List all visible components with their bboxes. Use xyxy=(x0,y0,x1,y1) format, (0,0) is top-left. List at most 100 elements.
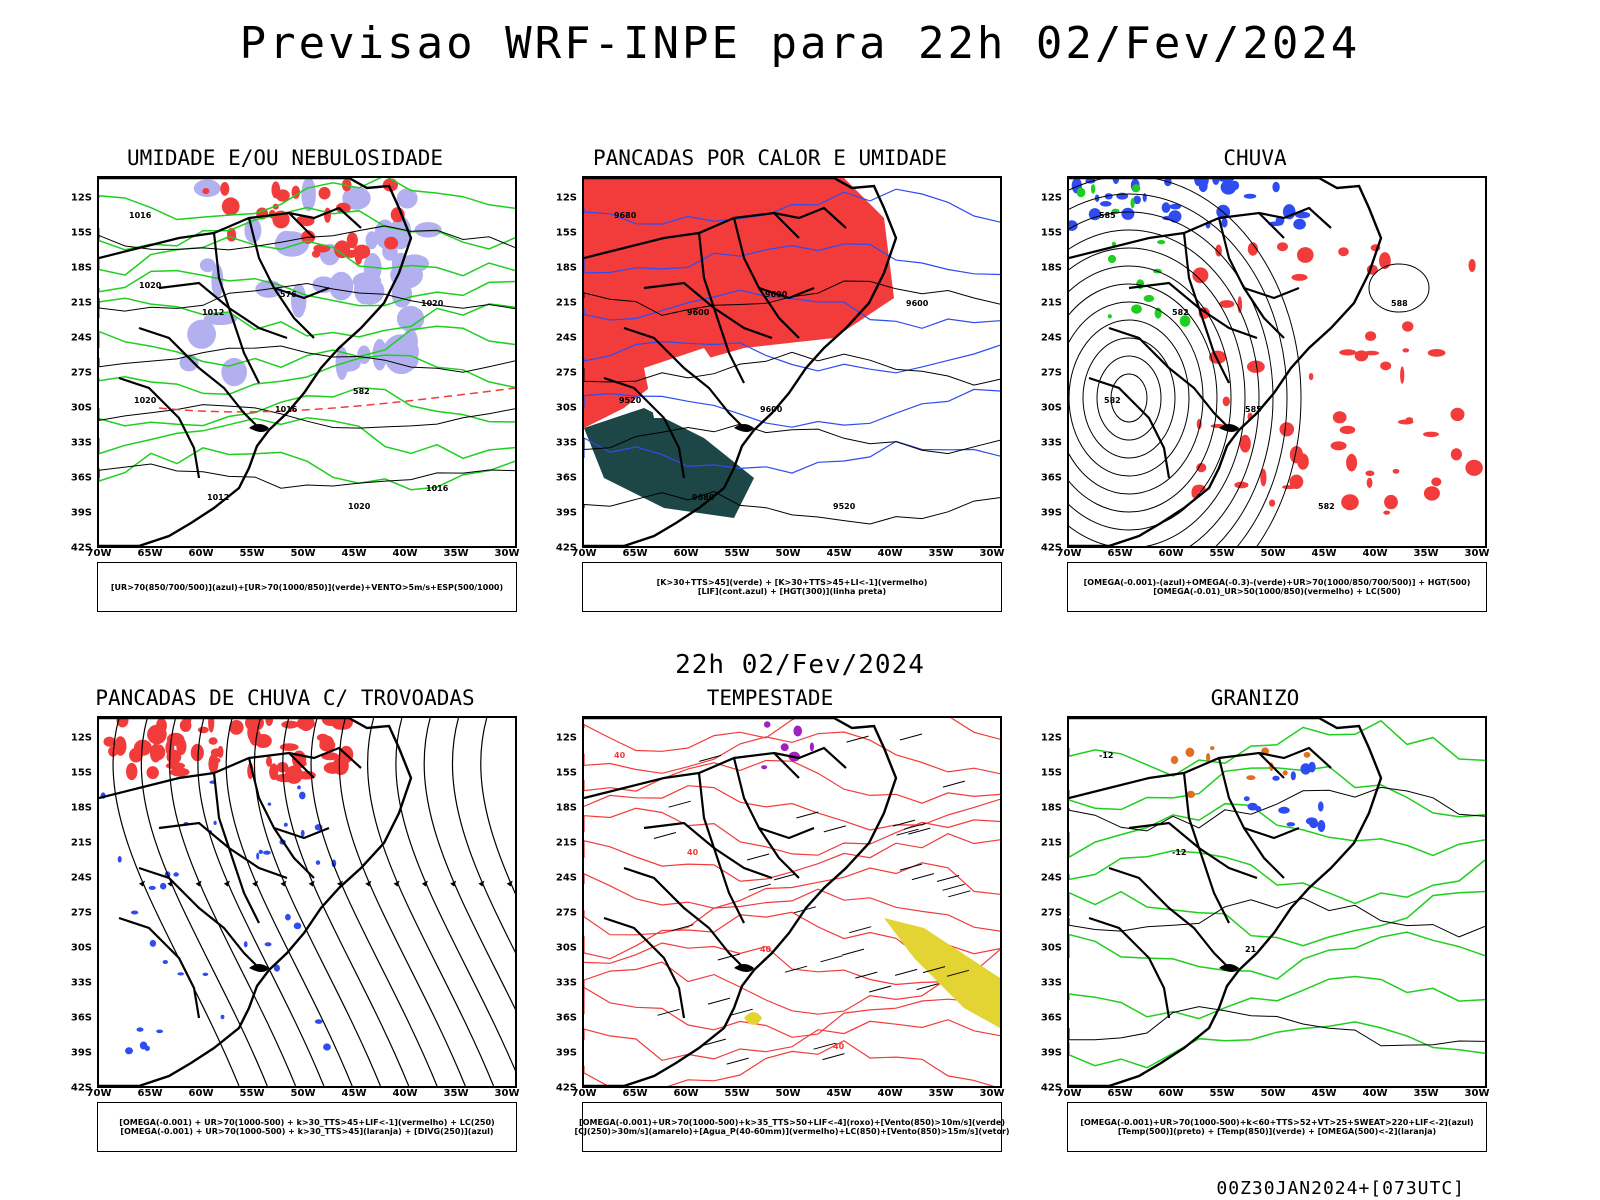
streamline-contour xyxy=(1069,247,1246,546)
pressure-contour xyxy=(99,463,515,489)
panel-legend: [UR>70(850/700/500)](azul)+[UR>70(1000/8… xyxy=(97,562,517,612)
rain-area-blue xyxy=(1221,217,1228,228)
rain-area-green xyxy=(1107,254,1117,264)
longitude-tick: 60W xyxy=(188,548,214,559)
streamline-contour xyxy=(1069,301,1204,495)
rain-area-blue xyxy=(1212,178,1220,185)
latitude-tick: 18S xyxy=(70,262,92,274)
divergence-dots-blue xyxy=(299,791,306,800)
lagoon xyxy=(249,424,269,432)
omega-area-orange xyxy=(1210,746,1215,751)
streamline-contour xyxy=(1069,211,1274,546)
latitude-axis: 12S 15S 18S 21S 24S 27S 30S 33S 36S 39S 42S xyxy=(50,716,96,1094)
precipitable-water-contour-red xyxy=(584,942,1000,986)
temperature-850-contour-green xyxy=(1069,719,1485,777)
latitude-tick: 27S xyxy=(1040,907,1062,919)
rain-area-red xyxy=(1392,468,1400,474)
divergence-dots-blue xyxy=(136,1027,144,1032)
latitude-tick: 21S xyxy=(70,837,92,849)
rain-area-red xyxy=(1450,407,1465,422)
rain-area-red xyxy=(1339,349,1357,356)
wind-vector xyxy=(894,968,918,976)
latitude-tick: 39S xyxy=(1040,507,1062,519)
hail-area-blue xyxy=(1305,817,1318,825)
rain-area-blue xyxy=(1295,211,1311,219)
longitude-tick: 30W xyxy=(979,1088,1005,1099)
wind-vector xyxy=(892,819,916,827)
panel-tempestade: TEMPESTADE 12S 15S 18S 21S 24S 27S 30S 33S 36S 39S… xyxy=(535,686,1010,1152)
temperature-850-contour-green xyxy=(1069,850,1485,905)
humidity-contour-green xyxy=(99,386,515,427)
rain-area-red xyxy=(1380,361,1392,371)
longitude-tick: 60W xyxy=(1158,548,1184,559)
contour-label: 582 xyxy=(1104,396,1121,405)
state-border xyxy=(758,287,800,339)
rain-area-blue xyxy=(1243,193,1257,199)
contour-label: 588 xyxy=(1391,299,1408,308)
latitude-tick: 15S xyxy=(70,767,92,779)
longitude-tick: 70W xyxy=(1056,548,1082,559)
hail-area-blue xyxy=(1317,820,1326,832)
state-border xyxy=(603,376,686,479)
thunderstorm-area-red xyxy=(165,762,185,770)
latitude-tick: 30S xyxy=(555,942,577,954)
longitude-tick: 30W xyxy=(494,548,520,559)
rain-area-blue xyxy=(1293,218,1306,230)
panel-title: TEMPESTADE xyxy=(706,686,834,710)
lagoon xyxy=(1219,424,1239,432)
divergence-dots-blue xyxy=(173,872,179,877)
lagoon xyxy=(734,964,754,972)
divergence-dots-blue xyxy=(148,885,156,890)
wind-vector xyxy=(668,800,691,808)
latitude-tick: 15S xyxy=(1040,227,1062,239)
rain-area-blue xyxy=(1169,203,1182,210)
longitude-tick: 55W xyxy=(724,548,750,559)
state-border xyxy=(623,326,745,429)
hail-area-blue xyxy=(1286,822,1296,827)
humidity-area-red xyxy=(335,202,351,214)
state-border xyxy=(603,916,686,1019)
legend-line: [CJ(250)>30m/s](amarelo)+[Agua_P(40-60mm… xyxy=(574,1127,1010,1136)
longitude-tick: 40W xyxy=(392,1088,418,1099)
latitude-tick: 42S xyxy=(70,542,92,554)
contour-label: 582 xyxy=(353,387,370,396)
contour-label: 582 xyxy=(1318,502,1335,511)
rain-area-red xyxy=(1384,494,1398,510)
height-contour xyxy=(584,423,1000,455)
thunderstorm-area-red xyxy=(316,733,329,742)
state-border xyxy=(732,757,815,840)
latitude-axis: 12S 15S 18S 21S 24S 27S 30S 33S 36S 39S 42S xyxy=(50,176,96,554)
longitude-tick: 45W xyxy=(1311,1088,1337,1099)
thunderstorm-area-red xyxy=(210,748,223,757)
temperature-500-contour xyxy=(1069,786,1485,832)
state-border xyxy=(118,376,201,479)
rain-area-red xyxy=(1332,411,1347,424)
streamline-contour xyxy=(1069,178,1302,546)
contour-label: 9520 xyxy=(619,396,642,405)
latitude-tick: 30S xyxy=(70,402,92,414)
rain-area-red xyxy=(1277,242,1288,252)
rain-area-blue xyxy=(1100,201,1112,207)
longitude-tick: 35W xyxy=(443,548,469,559)
longitude-tick: 50W xyxy=(775,1088,801,1099)
state-border xyxy=(118,916,201,1019)
wind-vector xyxy=(784,965,808,973)
hail-area-blue xyxy=(1247,802,1258,811)
contour-label: 585 xyxy=(1099,211,1116,220)
latitude-tick: 30S xyxy=(1040,942,1062,954)
longitude-tick: 55W xyxy=(724,1088,750,1099)
streamline-contour xyxy=(1069,319,1190,477)
humidity-area-red xyxy=(346,232,358,249)
wind-vector xyxy=(899,733,923,741)
latitude-tick: 12S xyxy=(70,192,92,204)
contour-label: 1012 xyxy=(202,308,224,317)
humidity-contour-green xyxy=(99,297,515,338)
latitude-tick: 27S xyxy=(555,907,577,919)
rain-area-red xyxy=(1423,486,1440,501)
jet-stream-area-yellow xyxy=(884,918,1000,1028)
latitude-tick: 39S xyxy=(70,507,92,519)
latitude-tick: 27S xyxy=(70,907,92,919)
wind-vector xyxy=(773,873,797,881)
legend-line: [K>30+TTS>45](verde) + [K>30+TTS>45+LI<-… xyxy=(656,578,928,587)
clear-area xyxy=(644,348,724,418)
